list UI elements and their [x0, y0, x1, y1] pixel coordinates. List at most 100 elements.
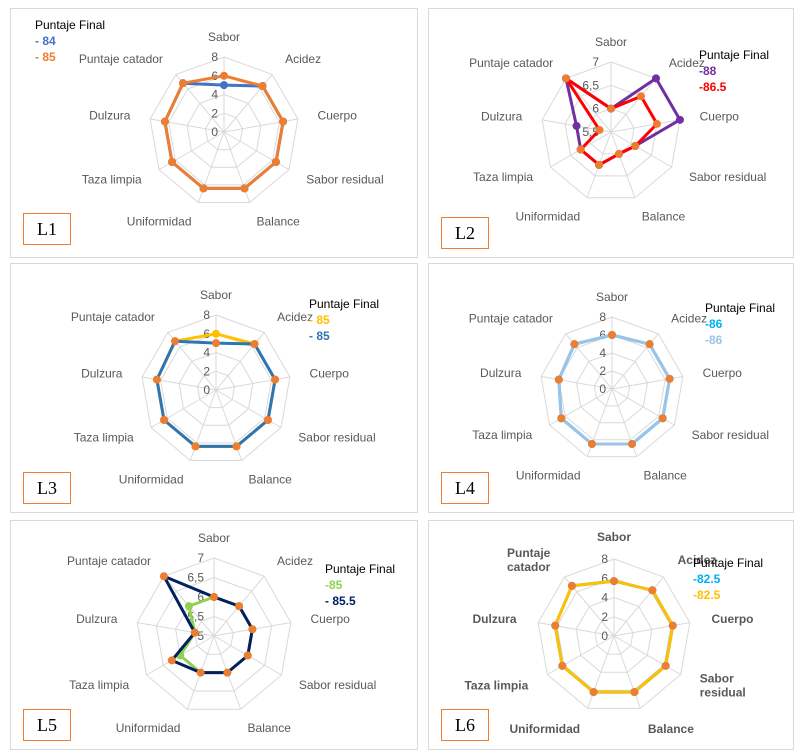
- category-label: Acidez: [277, 310, 313, 324]
- axis-spoke: [610, 78, 657, 133]
- data-point: [668, 621, 677, 630]
- axis-spoke: [587, 635, 615, 709]
- category-label: Puntaje catador: [469, 312, 553, 326]
- category-label: Sabor: [596, 290, 628, 304]
- category-label: Uniformidad: [116, 721, 181, 735]
- axis-spoke: [613, 635, 641, 709]
- grid-ring: [194, 615, 234, 655]
- category-label: Dulzura: [480, 366, 522, 380]
- data-point: [628, 439, 637, 448]
- axis-spoke: [613, 576, 664, 637]
- series-line: [162, 574, 254, 675]
- tick-label: 6: [592, 102, 599, 116]
- tick-label: 8: [211, 50, 218, 64]
- data-point: [648, 586, 657, 595]
- data-point: [248, 625, 257, 634]
- data-point: [159, 572, 168, 581]
- legend-entry: - 85: [309, 329, 330, 343]
- tick-label: 6,5: [582, 78, 599, 92]
- tick-label: 0: [211, 125, 218, 139]
- radar-chart: 0 2 4 6 8 Sabor Acidez Cuerpo Sabor residual Balan…: [464, 530, 753, 736]
- tick-label: 4: [601, 591, 608, 605]
- category-label: Sabor: [595, 35, 627, 49]
- category-label: Sabor residual: [700, 672, 746, 700]
- category-label: Sabor: [198, 531, 230, 545]
- legend-title: Puntaje Final: [325, 562, 396, 576]
- axis-spoke: [541, 376, 613, 390]
- category-label: Uniformidad: [509, 722, 580, 736]
- data-point: [235, 602, 244, 611]
- data-point: [210, 593, 218, 601]
- tick-label: 2: [211, 106, 218, 120]
- category-label: Balance: [256, 214, 300, 228]
- data-point: [607, 104, 615, 113]
- data-point: [240, 184, 249, 193]
- data-point: [645, 340, 654, 349]
- legend-title: Puntaje Final: [309, 297, 380, 311]
- category-label: Taza limpia: [464, 679, 528, 693]
- grid-ring: [594, 616, 634, 655]
- axis-spoke: [613, 635, 681, 675]
- data-point: [589, 688, 598, 697]
- data-point: [636, 92, 645, 101]
- legend-entry: -86: [705, 333, 723, 347]
- data-point: [652, 119, 661, 128]
- chart-panel-l4: 0 2 4 6 8 Sabor Acidez Cuerpo Sabor residual Bala…: [428, 263, 794, 513]
- tick-label: 7: [592, 55, 599, 69]
- legend-entry: -82.5: [693, 588, 721, 602]
- data-point: [570, 340, 579, 349]
- data-point: [167, 656, 176, 665]
- data-point: [610, 577, 618, 586]
- legend-title: Puntaje Final: [705, 301, 776, 315]
- chart-panel-l6: 0 2 4 6 8 Sabor Acidez Cuerpo Sabor residual Balan…: [428, 520, 794, 750]
- category-label: Acidez: [669, 56, 705, 70]
- panel-label: L1: [23, 213, 71, 245]
- data-point: [572, 121, 581, 130]
- data-point: [199, 184, 208, 193]
- grid-ring: [168, 75, 280, 186]
- grid-ring: [196, 370, 236, 409]
- data-point: [152, 375, 161, 384]
- panel-label: L5: [23, 709, 71, 741]
- chart-legend: Puntaje Final -85 - 85.5: [325, 561, 395, 609]
- grid-ring: [558, 334, 666, 441]
- tick-label: 2: [601, 610, 608, 624]
- chart-legend: Puntaje Final -82.5 -82.5: [693, 555, 763, 603]
- tick-label: 0: [601, 629, 608, 643]
- chart-panel-l5: 5 5,5 6 6,5 7 Sabor Acidez Cuerpo Sabor residual…: [10, 520, 418, 750]
- tick-label: 6,5: [187, 571, 204, 585]
- grid-ring: [186, 93, 262, 168]
- category-label: Balance: [648, 722, 694, 736]
- tick-label: 8: [203, 308, 210, 322]
- data-point: [191, 442, 200, 451]
- data-point: [258, 82, 267, 91]
- panel-label: L6: [441, 709, 489, 741]
- chart-panel-l2: 5,5 6 6,5 7 Sabor Acidez Cuerpo Sabor residual B…: [428, 8, 794, 258]
- chart-panel-l3: 0 2 4 6 8 Sabor Acidez Cuerpo Sabor residual Bala…: [10, 263, 418, 513]
- data-point: [220, 81, 228, 90]
- grid-ring: [556, 577, 672, 691]
- data-point: [263, 416, 272, 424]
- radar-chart: 0 2 4 6 8 Sabor Acidez Cuerpo Sabor residual Bala…: [79, 30, 384, 228]
- legend-entry: -85: [325, 578, 343, 592]
- category-label: Sabor residual: [298, 431, 375, 445]
- radar-chart: 0 2 4 6 8 Sabor Acidez Cuerpo Sabor residual Bala…: [71, 288, 376, 486]
- axis-spoke: [610, 131, 636, 198]
- category-label: Taza limpia: [69, 678, 129, 692]
- series-line: [163, 74, 285, 190]
- category-label: Cuerpo: [310, 367, 350, 381]
- axis-spoke: [547, 635, 615, 675]
- category-label: Sabor residual: [692, 428, 769, 442]
- category-label: Taza limpia: [82, 173, 142, 187]
- data-point: [190, 628, 199, 637]
- data-point: [665, 374, 674, 383]
- category-label: Balance: [248, 472, 292, 486]
- data-point: [595, 125, 604, 134]
- data-point: [279, 117, 288, 126]
- category-label: Balance: [642, 210, 686, 224]
- chart-legend: Puntaje Final -86 -86: [705, 300, 775, 348]
- legend-entry: -86.5: [699, 80, 727, 94]
- category-label: Puntaje catador: [507, 546, 551, 574]
- category-label: Puntaje catador: [79, 52, 163, 66]
